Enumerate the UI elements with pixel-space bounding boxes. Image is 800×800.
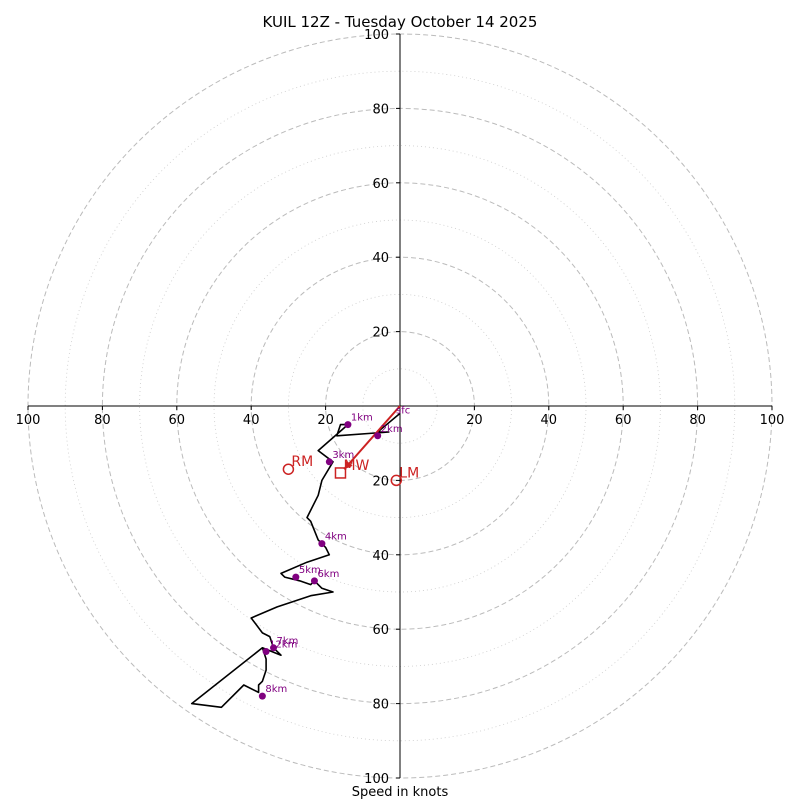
- x-tick-label: 80: [94, 413, 111, 428]
- height-marker-dot: [325, 458, 333, 466]
- x-tick-label: 100: [16, 413, 41, 428]
- y-tick-label-top: 20: [372, 326, 389, 341]
- height-marker-label: 1km: [351, 413, 373, 424]
- x-tick-label: 20: [466, 413, 483, 428]
- y-tick-label-bottom: 80: [372, 698, 389, 713]
- height-marker-label: 3km: [332, 450, 354, 461]
- y-tick-label-bottom: 100: [364, 772, 389, 787]
- right-mover-label: RM: [291, 454, 313, 470]
- x-tick-label: 80: [689, 413, 706, 428]
- height-marker-label: 5km: [299, 565, 321, 576]
- right-mover-marker: [282, 463, 295, 475]
- y-tick-label-top: 60: [372, 177, 389, 192]
- height-marker-label: 8km: [265, 684, 287, 695]
- x-tick-label: 60: [169, 413, 186, 428]
- height-marker-dot: [344, 421, 352, 429]
- height-marker-dot: [318, 540, 326, 548]
- height-marker-dot: [258, 692, 266, 700]
- y-tick-label-bottom: 40: [372, 549, 389, 564]
- y-tick-label-bottom: 60: [372, 623, 389, 638]
- height-marker-dot: [292, 573, 300, 581]
- height-marker-dot: [262, 648, 270, 656]
- mean-wind-marker: [334, 467, 347, 479]
- height-marker-label: 4km: [325, 532, 347, 543]
- height-marker-label: 6km: [317, 569, 339, 580]
- y-tick-label-top: 80: [372, 102, 389, 117]
- surface-label: sfc: [396, 406, 410, 417]
- x-axis-label: Speed in knots: [352, 785, 449, 800]
- y-tick-label-top: 40: [372, 251, 389, 266]
- chart-title: KUIL 12Z - Tuesday October 14 2025: [263, 13, 538, 31]
- left-mover-label: LM: [399, 465, 419, 481]
- height-marker-label: 7km: [277, 636, 299, 647]
- height-marker-dot: [270, 644, 278, 652]
- storm-vector-arrowhead: [344, 460, 353, 470]
- x-tick-label: 20: [317, 413, 334, 428]
- y-tick-label-bottom: 20: [372, 474, 389, 489]
- storm-motion-vector: [343, 405, 401, 470]
- height-marker-dot: [310, 577, 318, 585]
- height-marker-label: 12km: [269, 640, 297, 651]
- x-tick-label: 40: [243, 413, 260, 428]
- mean-wind-label: MW: [343, 458, 369, 474]
- height-marker-dot: [374, 432, 382, 440]
- storm-motion-group: RM MW LM: [282, 405, 419, 487]
- x-tick-label: 100: [760, 413, 785, 428]
- height-marker-label: 2km: [381, 424, 403, 435]
- y-tick-label-top: 100: [364, 28, 389, 43]
- left-mover-marker: [390, 474, 403, 487]
- x-tick-label: 60: [615, 413, 632, 428]
- x-tick-label: 40: [541, 413, 558, 428]
- axis-ticks: 100 80 60 40 20 20 40 60 80 100 20 40 60 80 100 20 40 60 8…: [16, 28, 785, 787]
